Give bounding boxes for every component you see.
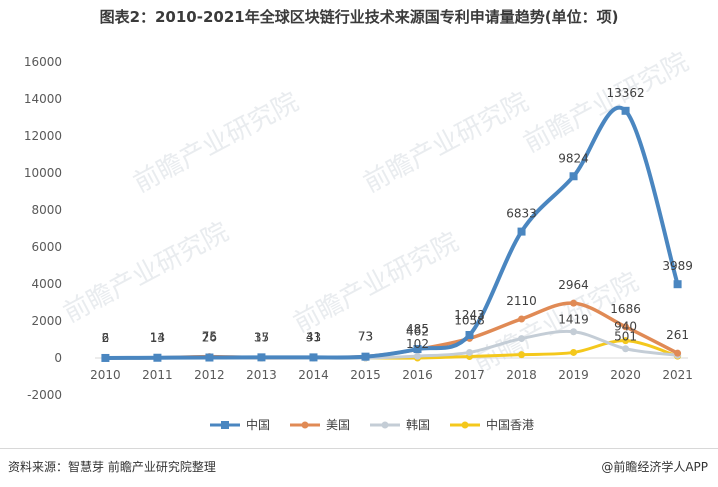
data-point bbox=[622, 337, 630, 345]
data-point bbox=[570, 348, 578, 356]
y-tick-label: 12000 bbox=[24, 129, 62, 143]
y-tick-label: 6000 bbox=[31, 240, 62, 254]
data-label: 17 bbox=[254, 331, 269, 345]
data-point bbox=[518, 351, 526, 359]
data-label: 940 bbox=[614, 320, 637, 334]
series-layer bbox=[101, 105, 682, 362]
data-point bbox=[465, 331, 474, 340]
data-point bbox=[622, 345, 630, 353]
data-label: 33 bbox=[306, 330, 321, 344]
data-point bbox=[518, 335, 526, 343]
legend-label: 中国香港 bbox=[486, 417, 534, 432]
data-label: 3989 bbox=[662, 259, 693, 273]
y-tick-label: 8000 bbox=[31, 203, 62, 217]
data-label: 35 bbox=[254, 330, 269, 344]
x-tick-label: 2014 bbox=[298, 368, 329, 382]
brand-note: @前瞻经济学人APP bbox=[601, 460, 708, 474]
data-point bbox=[414, 352, 422, 360]
data-label: 41 bbox=[306, 330, 321, 344]
legend-marker bbox=[381, 421, 389, 429]
data-label: 6833 bbox=[506, 207, 537, 221]
y-tick-label: 4000 bbox=[31, 277, 62, 291]
data-label: 1686 bbox=[610, 302, 641, 316]
watermark-text: 前瞻产业研究院 bbox=[519, 47, 694, 159]
legend-label: 中国 bbox=[246, 417, 270, 432]
data-label: 102 bbox=[406, 337, 429, 351]
watermark-text: 前瞻产业研究院 bbox=[59, 217, 234, 329]
data-label: 1243 bbox=[454, 308, 485, 322]
data-label: 2110 bbox=[506, 294, 537, 308]
data-label-layer: 2 14 26 35 33 73 485 1243 6833 9824 13362 3989 6 13 75… bbox=[102, 86, 693, 351]
watermark-text: 前瞻产业研究院 bbox=[129, 87, 304, 199]
legend: 中国 美国 韩国 中国香港 bbox=[210, 417, 534, 432]
data-label: 73 bbox=[358, 330, 373, 344]
data-point bbox=[621, 106, 630, 115]
data-label: 26 bbox=[202, 331, 217, 345]
legend-label: 韩国 bbox=[406, 417, 430, 432]
data-label: 485 bbox=[406, 322, 429, 336]
data-point bbox=[622, 323, 630, 331]
legend-marker bbox=[221, 421, 229, 429]
source-note: 资料来源：智慧芽 前瞻产业研究院整理 bbox=[8, 460, 216, 474]
data-point bbox=[517, 227, 526, 236]
data-label: 2 bbox=[102, 331, 110, 345]
data-point bbox=[101, 353, 110, 362]
data-point bbox=[673, 280, 682, 289]
x-tick-label: 2020 bbox=[610, 368, 641, 382]
x-tick-label: 2019 bbox=[558, 368, 589, 382]
data-label: 1419 bbox=[558, 313, 589, 327]
y-tick-label: 10000 bbox=[24, 166, 62, 180]
data-label: 462 bbox=[406, 324, 429, 338]
data-label: 6 bbox=[102, 331, 110, 345]
y-axis: -2000 0 2000 4000 6000 8000 10000 12000 14000 160… bbox=[24, 55, 62, 402]
data-point bbox=[518, 315, 526, 323]
watermark-text: 前瞻产业研究院 bbox=[359, 87, 534, 199]
data-label: 13 bbox=[150, 331, 165, 345]
legend-marker bbox=[301, 421, 309, 429]
x-tick-label: 2021 bbox=[662, 368, 693, 382]
chart-title: 图表2：2010-2021年全球区块链行业技术来源国专利申请量趋势(单位：项) bbox=[99, 8, 619, 26]
footer-divider bbox=[0, 448, 718, 449]
data-label: 75 bbox=[202, 330, 217, 344]
data-point bbox=[361, 352, 370, 361]
data-point bbox=[257, 353, 266, 362]
data-point bbox=[674, 349, 682, 357]
watermark-text: 前瞻产业研究院 bbox=[289, 227, 464, 339]
data-label: 73 bbox=[358, 330, 373, 344]
y-tick-label: -2000 bbox=[27, 388, 62, 402]
x-tick-label: 2017 bbox=[454, 368, 485, 382]
data-label: 13362 bbox=[606, 86, 644, 100]
data-point bbox=[570, 328, 578, 336]
data-point bbox=[569, 172, 578, 181]
data-point bbox=[466, 348, 474, 356]
x-tick-label: 2016 bbox=[402, 368, 433, 382]
y-tick-label: 0 bbox=[54, 351, 62, 365]
data-point bbox=[413, 345, 422, 354]
y-tick-label: 14000 bbox=[24, 92, 62, 106]
x-tick-label: 2015 bbox=[350, 368, 381, 382]
data-label: 1058 bbox=[454, 313, 485, 327]
x-tick-label: 2011 bbox=[142, 368, 173, 382]
data-label: 261 bbox=[666, 328, 689, 342]
data-label: 2964 bbox=[558, 278, 589, 292]
y-tick-label: 2000 bbox=[31, 314, 62, 328]
data-label: 9824 bbox=[558, 151, 589, 165]
x-tick-label: 2018 bbox=[506, 368, 537, 382]
x-tick-label: 2010 bbox=[90, 368, 121, 382]
legend-label: 美国 bbox=[326, 418, 350, 432]
x-tick-label: 2012 bbox=[194, 368, 225, 382]
data-point bbox=[205, 353, 214, 362]
data-point bbox=[153, 353, 162, 362]
data-point bbox=[309, 353, 318, 362]
legend-marker bbox=[461, 421, 469, 429]
data-label: 14 bbox=[150, 331, 165, 345]
y-tick-label: 16000 bbox=[24, 55, 62, 69]
data-label: 501 bbox=[614, 330, 637, 344]
x-axis: 2010 2011 2012 2013 2014 2015 2016 2017 2018 2019… bbox=[90, 357, 693, 382]
x-tick-label: 2013 bbox=[246, 368, 277, 382]
data-point bbox=[570, 299, 578, 307]
